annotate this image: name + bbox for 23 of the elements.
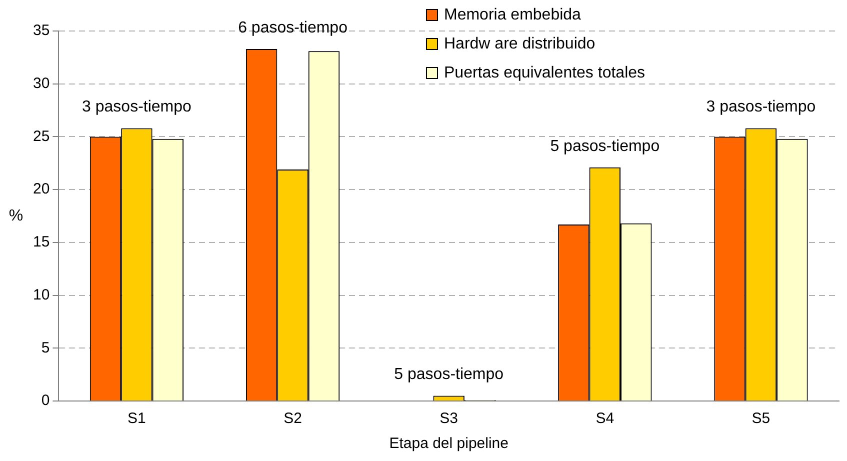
legend-label: Memoria embebida xyxy=(444,6,582,24)
x-tick-label: S5 xyxy=(752,410,770,428)
x-tick-label: S1 xyxy=(128,410,146,428)
y-tick-label: 15 xyxy=(32,234,50,251)
y-tick-label: 10 xyxy=(32,286,50,304)
y-tick-label: 30 xyxy=(32,75,50,92)
y-tick-label: 35 xyxy=(32,22,50,40)
y-tick-label: 25 xyxy=(32,128,50,145)
annotation: 3 pasos-tiempo xyxy=(82,98,192,116)
legend-label: Puertas equivalentes totales xyxy=(444,64,646,82)
y-axis-title: % xyxy=(8,207,24,224)
x-axis-title: Etapa del pipeline xyxy=(389,435,508,452)
legend-label: Hardw are distribuido xyxy=(444,35,596,52)
annotation: 5 pasos-tiempo xyxy=(394,366,504,384)
annotation: 6 pasos-tiempo xyxy=(238,19,348,36)
x-tick-label: S2 xyxy=(284,410,302,428)
y-tick-label: 5 xyxy=(41,339,50,356)
annotation: 3 pasos-tiempo xyxy=(706,98,816,116)
x-tick-label: S4 xyxy=(596,410,614,428)
y-tick-label: 0 xyxy=(41,392,50,410)
y-tick-label: 20 xyxy=(32,180,50,198)
x-tick-label: S3 xyxy=(440,410,458,428)
annotation: 5 pasos-tiempo xyxy=(550,138,660,155)
